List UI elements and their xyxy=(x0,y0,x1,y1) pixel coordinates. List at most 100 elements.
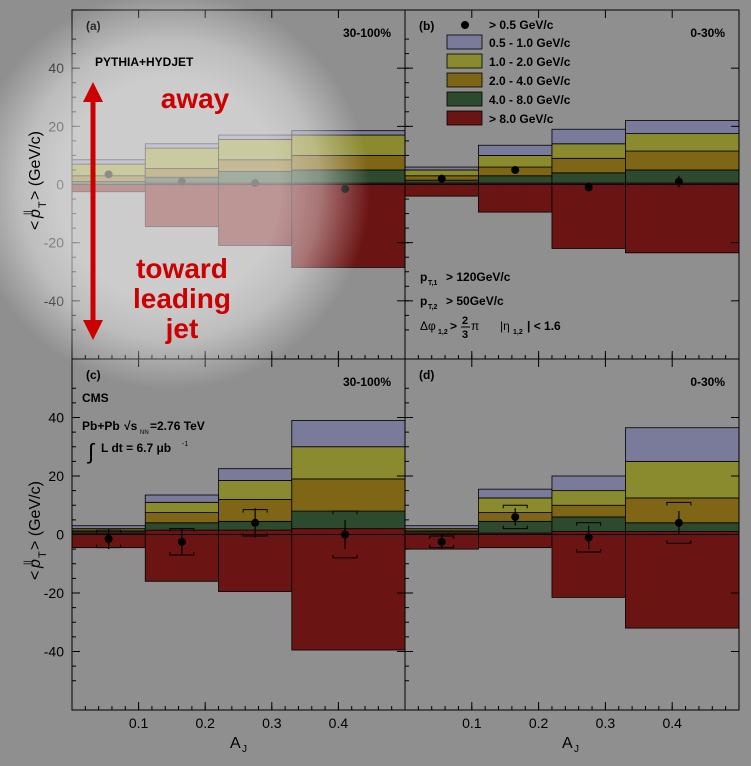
bar-negative xyxy=(478,534,553,549)
cut-pt2-p: p xyxy=(420,294,427,308)
legend-swatch xyxy=(446,91,483,107)
x-tick-label: 0.2 xyxy=(195,715,215,731)
y-tick-label: -40 xyxy=(44,644,64,660)
toward-label-3: jet xyxy=(165,313,199,344)
bar-negative xyxy=(218,534,293,592)
x-tick-label: 0.4 xyxy=(662,715,682,731)
y-title-unit: > (GeV/c) xyxy=(27,481,44,550)
x-tick-label: 0.1 xyxy=(129,715,149,731)
legend: > 0.5 GeV/c 0.5 - 1.0 GeV/c 1.0 - 2.0 GeV/… xyxy=(446,18,571,126)
bar-segment xyxy=(291,446,406,480)
bar-negative xyxy=(625,534,740,629)
legend-swatch xyxy=(446,72,483,88)
sys-bracket xyxy=(666,501,692,544)
y-title-p: p xyxy=(27,209,44,219)
centrality-label: 0-30% xyxy=(690,26,725,40)
centrality-label: 0-30% xyxy=(690,375,725,389)
y-title-open: < xyxy=(27,221,44,230)
cut-dphi-gt: > xyxy=(450,319,457,333)
bar-segment xyxy=(218,479,293,500)
cut-pt1-sub: T,1 xyxy=(428,280,437,287)
bar-segment xyxy=(551,143,626,159)
cut-pt1-p: p xyxy=(420,270,427,284)
legend-entry-label: 2.0 - 4.0 GeV/c xyxy=(489,74,571,88)
cms-energy-text: =2.76 TeV xyxy=(150,419,205,433)
panel-label: (d) xyxy=(419,368,434,382)
centrality-label: 30-100% xyxy=(343,26,391,40)
bar-segment xyxy=(551,128,626,145)
cut-eta-sub: 1,2 xyxy=(513,329,523,336)
x-tick-label: 0.3 xyxy=(596,715,616,731)
y-tick-label: 0 xyxy=(56,527,64,543)
data-point xyxy=(674,518,683,527)
data-point xyxy=(341,530,350,539)
bar-segment xyxy=(144,512,219,524)
cut-eta: |η xyxy=(500,319,510,333)
cms-annotation: Pb+Pb √s NN =2.76 TeV ∫ L dt = 6.7 μb -1 xyxy=(82,419,205,464)
panel-d: 0.1 0.2 0.3 0.4 (d) 0-30% xyxy=(404,358,740,731)
bar-segment xyxy=(625,427,740,462)
x-title: A xyxy=(230,735,241,752)
cut-frac-den: 3 xyxy=(462,329,468,341)
bar-segment xyxy=(478,155,553,168)
bar-segment xyxy=(551,475,626,492)
legend-marker xyxy=(461,21,469,29)
sys-bracket xyxy=(502,504,528,530)
overlay-layer: PYTHIA+HYDJET CMS xyxy=(82,55,194,405)
sys-bracket xyxy=(576,522,602,553)
bar-segment xyxy=(551,157,626,174)
y-title-super: || xyxy=(22,210,32,215)
cut-pi: π xyxy=(471,319,479,333)
bar-segment xyxy=(625,460,740,499)
legend-marker-label: > 0.5 GeV/c xyxy=(489,18,554,32)
lumi-sup: -1 xyxy=(182,441,188,448)
bar-negative xyxy=(551,184,626,249)
lumi-text: L dt = 6.7 μb xyxy=(101,441,171,455)
bar-segment xyxy=(625,120,740,135)
toward-label-1: toward xyxy=(136,253,228,284)
bar-segment xyxy=(551,504,626,518)
cut-pt2-sub: T,2 xyxy=(428,304,437,311)
x-title-sub: J xyxy=(574,744,579,755)
bar-segment xyxy=(625,497,740,524)
bar-segment xyxy=(478,488,553,499)
bar-segment xyxy=(144,494,219,503)
direction-annotation: away toward leading jet xyxy=(83,82,231,344)
x-tick-label: 0.2 xyxy=(529,715,549,731)
data-point xyxy=(584,183,593,192)
bar-segment xyxy=(291,420,406,448)
cut-eta-text: | < 1.6 xyxy=(527,319,561,333)
x-tick-label: 0.4 xyxy=(329,715,349,731)
legend-swatch xyxy=(446,53,483,69)
cut-pt2-text: > 50GeV/c xyxy=(446,294,504,308)
bar-segment xyxy=(551,490,626,506)
x-tick-label: 0.3 xyxy=(262,715,282,731)
data-point xyxy=(674,177,683,186)
y-title-super: || xyxy=(22,560,32,565)
y-title-sub: T xyxy=(37,551,49,558)
x-title: A xyxy=(562,735,573,752)
data-point xyxy=(511,165,520,174)
bar-segment xyxy=(478,175,553,184)
bar-negative xyxy=(291,534,406,651)
legend-entry-label: 4.0 - 8.0 GeV/c xyxy=(489,93,571,107)
cms-energy-sqrt: √s xyxy=(124,419,138,433)
x-axis-title-right: A J xyxy=(562,735,579,755)
y-title-open: < xyxy=(27,571,44,580)
bar-segment xyxy=(404,525,479,530)
bar-segment xyxy=(71,525,146,530)
bar-segment xyxy=(291,478,406,512)
data-point xyxy=(584,533,593,542)
legend-entry-label: > 8.0 GeV/c xyxy=(489,112,554,126)
cms-energy-prefix: Pb+Pb xyxy=(82,419,120,433)
y-tick-label: -20 xyxy=(44,585,64,601)
y-tick-label: 40 xyxy=(48,410,64,426)
toward-label-2: leading xyxy=(133,283,231,314)
data-point xyxy=(177,537,186,546)
bar-segment xyxy=(291,510,406,530)
away-label: away xyxy=(161,83,230,114)
y-title-sub: T xyxy=(37,201,49,208)
